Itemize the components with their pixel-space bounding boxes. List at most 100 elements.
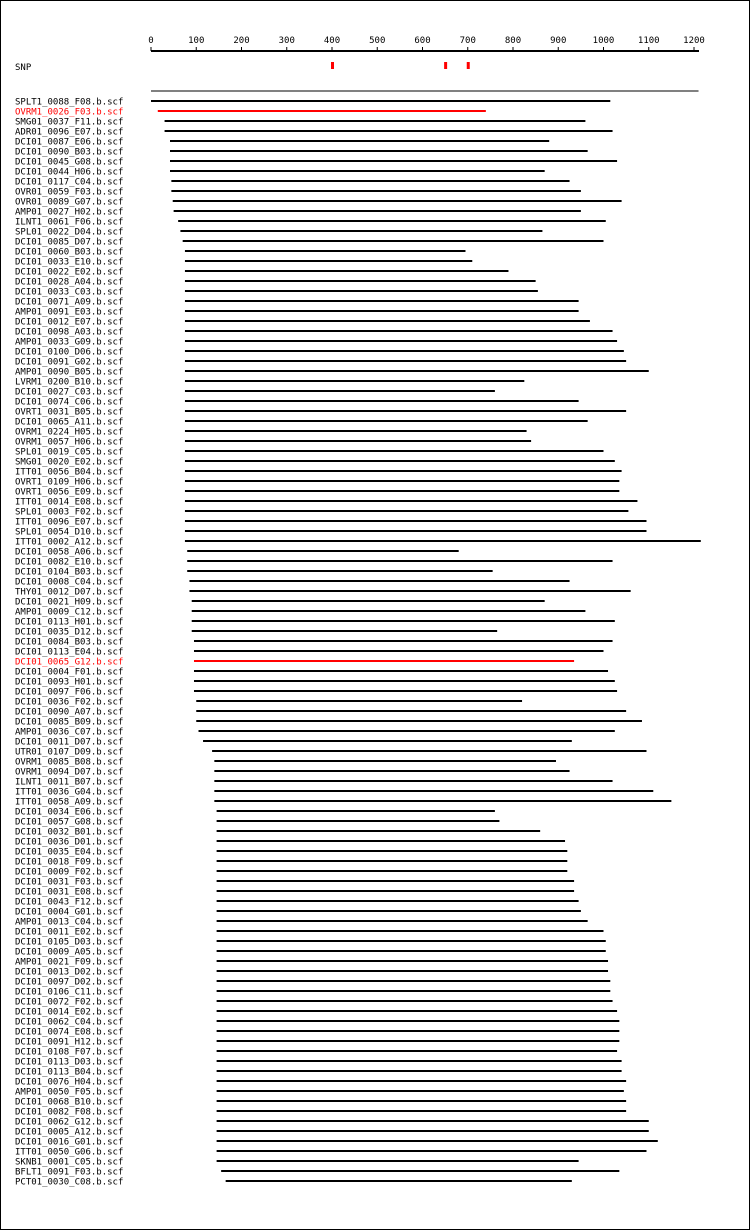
read-name[interactable]: ITT01_0002_A12.b.scf (15, 538, 123, 548)
read-name[interactable]: DCI01_0085_B09.b.scf (15, 718, 123, 728)
read-name[interactable]: OVRM1_0057_H06.b.scf (15, 438, 123, 448)
read-name[interactable]: ITT01_0036_G04.b.scf (15, 788, 123, 798)
read-name[interactable]: DCI01_0097_F06.b.scf (15, 688, 123, 698)
read-name[interactable]: ILNT1_0061_F06.b.scf (15, 218, 123, 228)
read-name[interactable]: DCI01_0113_H01.b.scf (15, 618, 123, 628)
read-name[interactable]: DCI01_0065_A11.b.scf (15, 418, 123, 428)
read-name[interactable]: DCI01_0033_C03.b.scf (15, 288, 123, 298)
read-name[interactable]: DCI01_0098_A03.b.scf (15, 328, 123, 338)
read-name[interactable]: DCI01_0113_E04.b.scf (15, 648, 123, 658)
read-name[interactable]: ITT01_0050_G06.b.scf (15, 1148, 123, 1158)
read-name[interactable]: OVRM1_0094_D07.b.scf (15, 768, 123, 778)
read-name[interactable]: AMP01_0036_C07.b.scf (15, 728, 123, 738)
read-name[interactable]: THY01_0012_D07.b.scf (15, 588, 123, 598)
read-name[interactable]: DCI01_0035_E04.b.scf (15, 848, 123, 858)
read-name[interactable]: SPL01_0022_D04.b.scf (15, 228, 123, 238)
read-name[interactable]: DCI01_0082_F08.b.scf (15, 1108, 123, 1118)
read-name[interactable]: SPL01_0054_D10.b.scf (15, 528, 123, 538)
read-name[interactable]: DCI01_0033_E10.b.scf (15, 258, 123, 268)
read-name[interactable]: DCI01_0058_A06.b.scf (15, 548, 123, 558)
read-name[interactable]: SPL01_0019_C05.b.scf (15, 448, 123, 458)
read-name[interactable]: LVRM1_0200_B10.b.scf (15, 378, 123, 388)
read-name[interactable]: DCI01_0035_D12.b.scf (15, 628, 123, 638)
read-name[interactable]: DCI01_0085_D07.b.scf (15, 238, 123, 248)
read-name[interactable]: DCI01_0100_D06.b.scf (15, 348, 123, 358)
read-name[interactable]: DCI01_0057_G08.b.scf (15, 818, 123, 828)
read-name[interactable]: OVRM1_0026_F03.b.scf (15, 108, 123, 118)
read-name[interactable]: DCI01_0009_A05.b.scf (15, 948, 123, 958)
read-name[interactable]: DCI01_0012_E07.b.scf (15, 318, 123, 328)
read-name[interactable]: ITT01_0014_E08.b.scf (15, 498, 123, 508)
read-name[interactable]: DCI01_0087_E06.b.scf (15, 138, 123, 148)
read-name[interactable]: DCI01_0065_G12.b.scf (15, 658, 123, 668)
read-name[interactable]: DCI01_0043_F12.b.scf (15, 898, 123, 908)
read-name[interactable]: DCI01_0022_E02.b.scf (15, 268, 123, 278)
read-name[interactable]: DCI01_0028_A04.b.scf (15, 278, 123, 288)
read-name[interactable]: DCI01_0071_A09.b.scf (15, 298, 123, 308)
read-name[interactable]: DCI01_0004_F01.b.scf (15, 668, 123, 678)
read-name[interactable]: DCI01_0090_B03.b.scf (15, 148, 123, 158)
read-name[interactable]: DCI01_0016_G01.b.scf (15, 1138, 123, 1148)
read-name[interactable]: PCT01_0030_C08.b.scf (15, 1178, 123, 1188)
read-name[interactable]: DCI01_0045_G08.b.scf (15, 158, 123, 168)
read-name[interactable]: DCI01_0104_B03.b.scf (15, 568, 123, 578)
read-name[interactable]: DCI01_0084_B03.b.scf (15, 638, 123, 648)
read-name[interactable]: OVR01_0059_F03.b.scf (15, 188, 123, 198)
read-name[interactable]: AMP01_0090_B05.b.scf (15, 368, 123, 378)
read-name[interactable]: OVRT1_0031_B05.b.scf (15, 408, 123, 418)
read-name[interactable]: SPLT1_0088_F08.b.scf (15, 98, 123, 108)
read-name[interactable]: DCI01_0027_C03.b.scf (15, 388, 123, 398)
read-name[interactable]: DCI01_0005_A12.b.scf (15, 1128, 123, 1138)
read-name[interactable]: DCI01_0044_H06.b.scf (15, 168, 123, 178)
read-name[interactable]: DCI01_0011_E02.b.scf (15, 928, 123, 938)
read-name[interactable]: DCI01_0091_H12.b.scf (15, 1038, 123, 1048)
read-name[interactable]: DCI01_0076_H04.b.scf (15, 1078, 123, 1088)
read-name[interactable]: AMP01_0013_C04.b.scf (15, 918, 123, 928)
read-name[interactable]: UTR01_0107_D09.b.scf (15, 748, 123, 758)
read-name[interactable]: OVRT1_0109_H06.b.scf (15, 478, 123, 488)
read-name[interactable]: OVRM1_0224_H05.b.scf (15, 428, 123, 438)
read-name[interactable]: DCI01_0113_D03.b.scf (15, 1058, 123, 1068)
read-name[interactable]: SMG01_0037_F11.b.scf (15, 118, 123, 128)
read-name[interactable]: DCI01_0062_G12.b.scf (15, 1118, 123, 1128)
read-name[interactable]: DCI01_0093_H01.b.scf (15, 678, 123, 688)
read-name[interactable]: AMP01_0091_E03.b.scf (15, 308, 123, 318)
read-name[interactable]: AMP01_0050_F05.b.scf (15, 1088, 123, 1098)
read-name[interactable]: DCI01_0032_B01.b.scf (15, 828, 123, 838)
read-name[interactable]: ITT01_0096_E07.b.scf (15, 518, 123, 528)
read-name[interactable]: SMG01_0020_E02.b.scf (15, 458, 123, 468)
read-name[interactable]: DCI01_0031_E08.b.scf (15, 888, 123, 898)
read-name[interactable]: DCI01_0011_D07.b.scf (15, 738, 123, 748)
read-name[interactable]: DCI01_0036_D01.b.scf (15, 838, 123, 848)
read-name[interactable]: DCI01_0031_F03.b.scf (15, 878, 123, 888)
read-name[interactable]: DCI01_0060_B03.b.scf (15, 248, 123, 258)
read-name[interactable]: DCI01_0117_C04.b.scf (15, 178, 123, 188)
read-name[interactable]: OVR01_0089_G07.b.scf (15, 198, 123, 208)
read-name[interactable]: DCI01_0018_F09.b.scf (15, 858, 123, 868)
read-name[interactable]: DCI01_0091_G02.b.scf (15, 358, 123, 368)
read-name[interactable]: SKNB1_0001_C05.b.scf (15, 1158, 123, 1168)
read-name[interactable]: DCI01_0108_F07.b.scf (15, 1048, 123, 1058)
read-name[interactable]: DCI01_0021_H09.b.scf (15, 598, 123, 608)
read-name[interactable]: OVRT1_0056_E09.b.scf (15, 488, 123, 498)
read-name[interactable]: DCI01_0106_C11.b.scf (15, 988, 123, 998)
read-name[interactable]: AMP01_0027_H02.b.scf (15, 208, 123, 218)
read-name[interactable]: DCI01_0105_D03.b.scf (15, 938, 123, 948)
read-name[interactable]: AMP01_0009_C12.b.scf (15, 608, 123, 618)
read-name[interactable]: ITT01_0058_A09.b.scf (15, 798, 123, 808)
read-name[interactable]: DCI01_0097_D02.b.scf (15, 978, 123, 988)
read-name[interactable]: DCI01_0014_E02.b.scf (15, 1008, 123, 1018)
read-name[interactable]: DCI01_0034_E06.b.scf (15, 808, 123, 818)
read-name[interactable]: DCI01_0074_C06.b.scf (15, 398, 123, 408)
read-name[interactable]: DCI01_0013_D02.b.scf (15, 968, 123, 978)
read-name[interactable]: DCI01_0009_F02.b.scf (15, 868, 123, 878)
read-name[interactable]: DCI01_0113_B04.b.scf (15, 1068, 123, 1078)
read-name[interactable]: DCI01_0074_E08.b.scf (15, 1028, 123, 1038)
read-name[interactable]: DCI01_0004_G01.b.scf (15, 908, 123, 918)
read-name[interactable]: DCI01_0082_E10.b.scf (15, 558, 123, 568)
read-name[interactable]: AMP01_0021_F09.b.scf (15, 958, 123, 968)
read-name[interactable]: DCI01_0068_B10.b.scf (15, 1098, 123, 1108)
read-name[interactable]: SPL01_0003_F02.b.scf (15, 508, 123, 518)
read-name[interactable]: DCI01_0036_F02.b.scf (15, 698, 123, 708)
read-name[interactable]: AMP01_0033_G09.b.scf (15, 338, 123, 348)
